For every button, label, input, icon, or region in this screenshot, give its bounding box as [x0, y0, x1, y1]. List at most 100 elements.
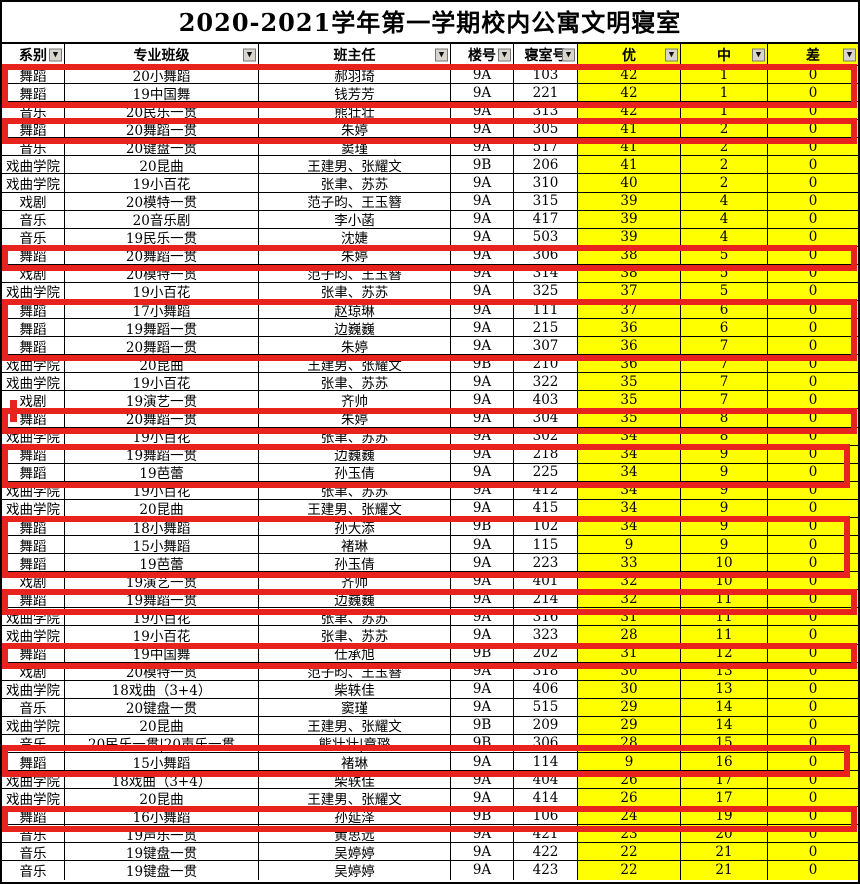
- cell-excellent[interactable]: 9: [578, 752, 681, 772]
- cell-teacher[interactable]: 边巍巍: [259, 590, 451, 609]
- cell-class[interactable]: 19小百花: [65, 481, 259, 500]
- cell-teacher[interactable]: 李小菡: [259, 210, 451, 229]
- cell-department[interactable]: 戏曲学院: [2, 282, 65, 302]
- cell-excellent[interactable]: 34: [578, 427, 681, 446]
- cell-department[interactable]: 舞蹈: [2, 409, 65, 428]
- cell-poor[interactable]: 0: [768, 282, 858, 302]
- cell-excellent[interactable]: 42: [578, 66, 681, 85]
- cell-class[interactable]: 20键盘一贯: [65, 138, 259, 157]
- cell-excellent[interactable]: 38: [578, 264, 681, 283]
- column-header-poor[interactable]: 差 ▼: [768, 44, 858, 66]
- cell-building[interactable]: 9A: [451, 752, 514, 772]
- cell-room[interactable]: 415: [514, 499, 578, 518]
- cell-building[interactable]: 9A: [451, 84, 514, 103]
- cell-teacher[interactable]: 钱芳芳: [259, 84, 451, 103]
- cell-room[interactable]: 503: [514, 228, 578, 247]
- cell-poor[interactable]: 0: [768, 301, 858, 320]
- cell-teacher[interactable]: 王建男、张耀文: [259, 156, 451, 175]
- cell-room[interactable]: 412: [514, 481, 578, 500]
- cell-medium[interactable]: 9: [681, 536, 768, 555]
- cell-room[interactable]: 422: [514, 843, 578, 862]
- cell-medium[interactable]: 7: [681, 337, 768, 356]
- cell-poor[interactable]: 0: [768, 716, 858, 735]
- cell-medium[interactable]: 17: [681, 771, 768, 790]
- cell-excellent[interactable]: 40: [578, 174, 681, 193]
- cell-teacher[interactable]: 张聿、苏苏: [259, 282, 451, 302]
- cell-room[interactable]: 322: [514, 373, 578, 392]
- cell-class[interactable]: 19小百花: [65, 427, 259, 446]
- cell-excellent[interactable]: 36: [578, 319, 681, 338]
- filter-dropdown-icon[interactable]: ▼: [435, 48, 448, 61]
- cell-building[interactable]: 9A: [451, 536, 514, 555]
- cell-class[interactable]: 20昆曲: [65, 716, 259, 735]
- cell-teacher[interactable]: 张聿、苏苏: [259, 427, 451, 446]
- cell-medium[interactable]: 14: [681, 716, 768, 735]
- cell-excellent[interactable]: 28: [578, 626, 681, 645]
- cell-building[interactable]: 9A: [451, 771, 514, 790]
- cell-poor[interactable]: 0: [768, 789, 858, 808]
- cell-excellent[interactable]: 33: [578, 554, 681, 573]
- cell-building[interactable]: 9A: [451, 138, 514, 157]
- cell-department[interactable]: 戏曲学院: [2, 156, 65, 175]
- cell-excellent[interactable]: 29: [578, 698, 681, 717]
- cell-poor[interactable]: 0: [768, 752, 858, 772]
- cell-excellent[interactable]: 22: [578, 861, 681, 880]
- cell-teacher[interactable]: 张聿、苏苏: [259, 626, 451, 645]
- cell-poor[interactable]: 0: [768, 698, 858, 717]
- cell-medium[interactable]: 11: [681, 590, 768, 609]
- cell-medium[interactable]: 9: [681, 499, 768, 518]
- cell-department[interactable]: 戏曲学院: [2, 771, 65, 790]
- cell-medium[interactable]: 5: [681, 264, 768, 283]
- cell-class[interactable]: 20模特一贯: [65, 662, 259, 681]
- cell-medium[interactable]: 2: [681, 120, 768, 139]
- cell-poor[interactable]: 0: [768, 210, 858, 229]
- cell-medium[interactable]: 4: [681, 192, 768, 211]
- cell-medium[interactable]: 21: [681, 843, 768, 862]
- cell-class[interactable]: 19小百花: [65, 373, 259, 392]
- cell-poor[interactable]: 0: [768, 481, 858, 500]
- cell-excellent[interactable]: 26: [578, 789, 681, 808]
- cell-building[interactable]: 9A: [451, 66, 514, 85]
- cell-room[interactable]: 302: [514, 427, 578, 446]
- cell-department[interactable]: 音乐: [2, 138, 65, 157]
- cell-medium[interactable]: 13: [681, 662, 768, 681]
- column-header-teacher[interactable]: 班主任 ▼: [259, 44, 451, 66]
- cell-class[interactable]: 20模特一贯: [65, 264, 259, 283]
- cell-poor[interactable]: 0: [768, 264, 858, 283]
- cell-building[interactable]: 9A: [451, 481, 514, 500]
- cell-class[interactable]: 20小舞蹈: [65, 66, 259, 85]
- cell-class[interactable]: 20民乐一贯|20声乐一贯: [65, 734, 259, 753]
- cell-room[interactable]: 417: [514, 210, 578, 229]
- cell-teacher[interactable]: 柴轶佳: [259, 771, 451, 790]
- cell-medium[interactable]: 5: [681, 246, 768, 265]
- cell-building[interactable]: 9A: [451, 445, 514, 464]
- cell-department[interactable]: 舞蹈: [2, 337, 65, 356]
- cell-excellent[interactable]: 28: [578, 734, 681, 753]
- cell-building[interactable]: 9A: [451, 427, 514, 446]
- cell-poor[interactable]: 0: [768, 391, 858, 410]
- cell-building[interactable]: 9A: [451, 102, 514, 121]
- cell-teacher[interactable]: 王建男、张耀文: [259, 499, 451, 518]
- cell-poor[interactable]: 0: [768, 572, 858, 591]
- cell-medium[interactable]: 9: [681, 517, 768, 537]
- cell-department[interactable]: 舞蹈: [2, 752, 65, 772]
- cell-poor[interactable]: 0: [768, 66, 858, 85]
- cell-excellent[interactable]: 39: [578, 192, 681, 211]
- cell-room[interactable]: 221: [514, 84, 578, 103]
- cell-department[interactable]: 戏剧: [2, 662, 65, 681]
- cell-room[interactable]: 106: [514, 807, 578, 826]
- cell-excellent[interactable]: 9: [578, 536, 681, 555]
- cell-room[interactable]: 111: [514, 301, 578, 320]
- cell-room[interactable]: 310: [514, 174, 578, 193]
- cell-poor[interactable]: 0: [768, 120, 858, 139]
- cell-room[interactable]: 316: [514, 608, 578, 627]
- cell-class[interactable]: 19芭蕾: [65, 463, 259, 482]
- cell-class[interactable]: 19键盘一贯: [65, 843, 259, 862]
- cell-excellent[interactable]: 23: [578, 825, 681, 844]
- cell-teacher[interactable]: 窦瑾: [259, 698, 451, 717]
- cell-building[interactable]: 9A: [451, 626, 514, 645]
- cell-poor[interactable]: 0: [768, 319, 858, 338]
- cell-room[interactable]: 209: [514, 716, 578, 735]
- cell-medium[interactable]: 8: [681, 427, 768, 446]
- cell-class[interactable]: 19舞蹈一贯: [65, 445, 259, 464]
